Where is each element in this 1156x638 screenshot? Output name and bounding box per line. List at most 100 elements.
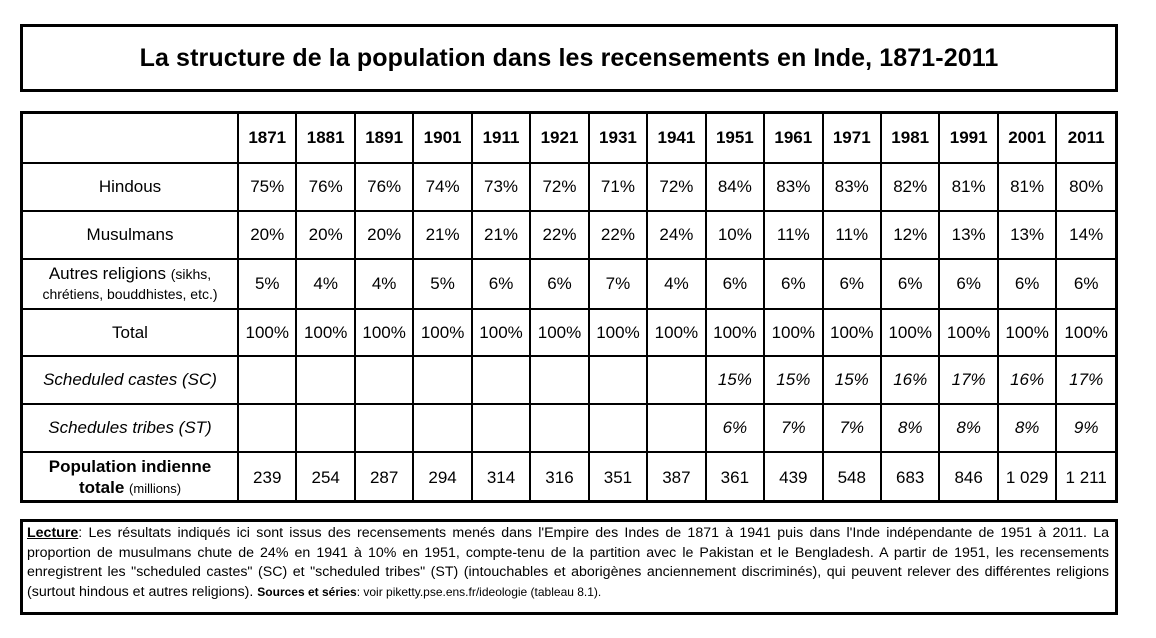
cell-value: 6% — [1055, 258, 1115, 310]
year-header: 2011 — [1055, 114, 1115, 164]
cell-value: 100% — [704, 308, 766, 357]
cell-value — [295, 355, 356, 405]
cell-value: 24% — [646, 210, 707, 260]
label-main: Autres religions — [48, 264, 166, 283]
cell-value: 20% — [236, 210, 298, 260]
cell-value: 21% — [470, 210, 532, 260]
cell-value: 81% — [938, 162, 999, 212]
lecture-text: : Les résultats indiqués ici sont issus … — [27, 525, 1109, 600]
cell-value: 13% — [938, 210, 999, 260]
row-total: Total 100% 100% 100% 100% 100% 100% 100%… — [23, 308, 1115, 357]
cell-value: 17% — [938, 355, 999, 405]
row-label-hindous: Hindous — [23, 162, 239, 212]
cell-value: 1 211 — [1055, 451, 1115, 502]
cell-value: 71% — [587, 162, 649, 212]
cell-value: 9% — [1055, 403, 1115, 453]
cell-value: 16% — [996, 355, 1058, 405]
cell-value — [646, 403, 707, 453]
cell-value — [295, 403, 356, 453]
cell-value: 4% — [646, 258, 707, 310]
cell-value: 82% — [879, 162, 941, 212]
year-header: 1951 — [704, 114, 766, 164]
cell-value: 387 — [646, 451, 707, 502]
cell-value: 73% — [470, 162, 532, 212]
cell-value — [529, 355, 590, 405]
year-header: 1871 — [236, 114, 298, 164]
cell-value: 351 — [587, 451, 649, 502]
cell-value: 76% — [295, 162, 356, 212]
cell-value: 7% — [587, 258, 649, 310]
cell-value: 100% — [1055, 308, 1115, 357]
reading-note: Lecture: Les résultats indiqués ici sont… — [20, 519, 1118, 615]
cell-value: 11% — [763, 210, 824, 260]
year-header: 1921 — [529, 114, 590, 164]
cell-value: 22% — [587, 210, 649, 260]
cell-value — [470, 355, 532, 405]
row-label-population: Population indienne totale (millions) — [23, 451, 239, 502]
row-label-musulmans: Musulmans — [23, 210, 239, 260]
year-header: 1931 — [587, 114, 649, 164]
year-header: 1991 — [938, 114, 999, 164]
cell-value: 83% — [821, 162, 882, 212]
cell-value: 100% — [821, 308, 882, 357]
label-note: (sikhs, — [170, 266, 212, 282]
row-label-scheduled-tribes: Schedules tribes (ST) — [23, 403, 239, 453]
cell-value: 6% — [704, 258, 766, 310]
sources-label: Sources et séries — [257, 584, 357, 599]
cell-value: 8% — [879, 403, 941, 453]
row-autres-religions: Autres religions (sikhs, chrétiens, boud… — [23, 258, 1115, 310]
cell-value — [587, 355, 649, 405]
page-title: La structure de la population dans les r… — [139, 43, 999, 72]
cell-value: 84% — [704, 162, 766, 212]
cell-value: 239 — [236, 451, 298, 502]
year-header: 2001 — [996, 114, 1058, 164]
cell-value: 5% — [412, 258, 473, 310]
year-header: 1961 — [763, 114, 824, 164]
cell-value: 100% — [646, 308, 707, 357]
cell-value: 6% — [470, 258, 532, 310]
cell-value: 100% — [236, 308, 298, 357]
cell-value: 76% — [353, 162, 415, 212]
census-table: 1871 1881 1891 1901 1911 1921 1931 1941 … — [23, 114, 1115, 502]
row-scheduled-tribes: Schedules tribes (ST) 6% 7% 7% 8% 8% 8% … — [23, 403, 1115, 453]
pop-label-line2: totale — [78, 478, 125, 497]
row-scheduled-castes: Scheduled castes (SC) 15% 15% 15% 16% 17… — [23, 355, 1115, 405]
cell-value: 72% — [529, 162, 590, 212]
cell-value: 100% — [587, 308, 649, 357]
year-header: 1941 — [646, 114, 707, 164]
row-population: Population indienne totale (millions) 23… — [23, 451, 1115, 502]
cell-value: 81% — [996, 162, 1058, 212]
cell-value: 846 — [938, 451, 999, 502]
cell-value: 5% — [236, 258, 298, 310]
cell-value: 4% — [295, 258, 356, 310]
cell-value — [412, 403, 473, 453]
cell-value: 83% — [763, 162, 824, 212]
cell-value: 8% — [996, 403, 1058, 453]
year-header: 1901 — [412, 114, 473, 164]
cell-value: 6% — [763, 258, 824, 310]
cell-value: 6% — [996, 258, 1058, 310]
cell-value: 6% — [529, 258, 590, 310]
row-label-total: Total — [23, 308, 239, 357]
cell-value — [587, 403, 649, 453]
year-header: 1971 — [821, 114, 882, 164]
cell-value: 10% — [704, 210, 766, 260]
cell-value — [236, 355, 298, 405]
cell-value — [412, 355, 473, 405]
cell-value — [353, 355, 415, 405]
cell-value — [353, 403, 415, 453]
cell-value: 12% — [879, 210, 941, 260]
corner-cell — [23, 114, 239, 164]
row-hindous: Hindous 75% 76% 76% 74% 73% 72% 71% 72% … — [23, 162, 1115, 212]
cell-value: 100% — [470, 308, 532, 357]
cell-value — [646, 355, 707, 405]
label-line2: chrétiens, bouddhistes, etc.) — [42, 286, 218, 302]
year-header: 1891 — [353, 114, 415, 164]
header-row: 1871 1881 1891 1901 1911 1921 1931 1941 … — [23, 114, 1115, 164]
cell-value: 100% — [763, 308, 824, 357]
cell-value: 361 — [704, 451, 766, 502]
cell-value: 1 029 — [996, 451, 1058, 502]
cell-value: 100% — [996, 308, 1058, 357]
cell-value: 15% — [821, 355, 882, 405]
year-header: 1881 — [295, 114, 356, 164]
